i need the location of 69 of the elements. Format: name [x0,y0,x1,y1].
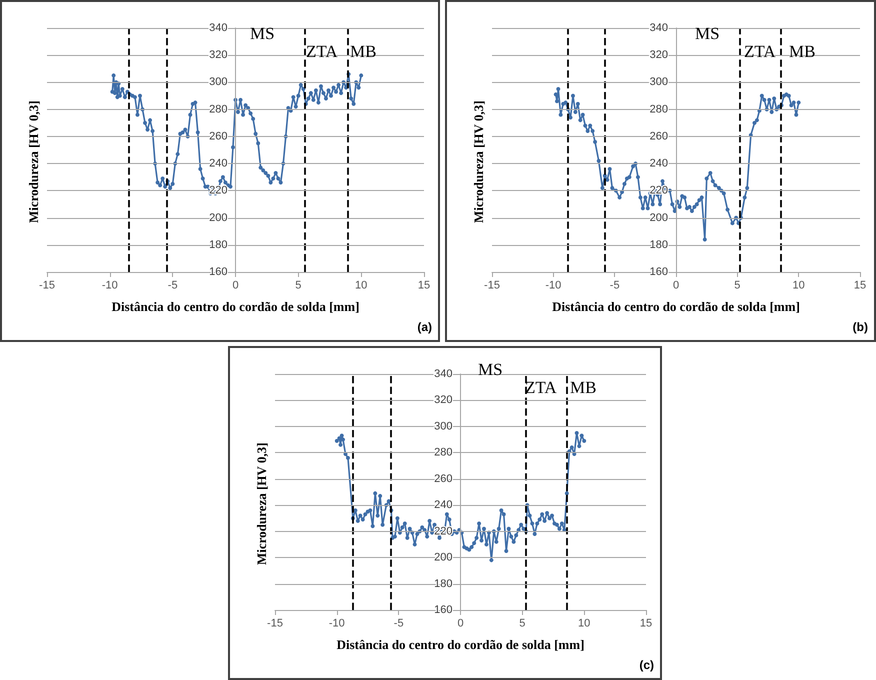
x-tick-label: 10 [355,280,368,292]
x-tick-label: 5 [295,280,302,292]
x-tick-label: -10 [545,280,562,292]
y-tick-label: 340 [650,22,668,34]
x-axis-title: Distância do centro do cordão de solda [mm] [112,299,360,314]
annotation: MS [250,24,275,44]
text: (a) [417,320,432,334]
y-tick-label: 260 [650,130,668,142]
x-axis-title: Distância do centro do cordão de solda [mm] [552,299,800,314]
y-tick-label: 340 [434,368,452,380]
y-tick-label: 200 [209,212,228,224]
text: (b) [852,320,868,334]
x-tick-label: 0 [232,280,239,292]
y-tick-label: 180 [434,578,452,590]
x-tick-label: -5 [168,280,178,292]
y-tick-label: 220 [209,184,228,197]
x-tick-label: -5 [610,280,620,292]
y-tick-label: 160 [209,266,228,278]
annotation: MS [695,24,720,44]
y-tick-label: 300 [434,420,452,432]
x-tick-label: 15 [418,280,430,292]
x-tick-label: -15 [39,280,55,292]
y-tick-label: 240 [650,158,668,170]
y-tick-label: 300 [650,76,668,88]
x-tick-label: 0 [457,618,464,630]
y-axis-title: Microdureza [HV 0,3] [471,100,487,223]
y-tick-label: 280 [209,103,228,116]
y-tick-label: 320 [209,49,228,62]
y-tick-label: 220 [434,525,452,538]
y-tick-label: 160 [434,604,452,616]
x-tick-label: -15 [267,618,283,630]
x-tick-label: 15 [854,280,866,292]
x-tick-label: 5 [734,280,740,292]
annotation: ZTA [306,42,338,62]
y-axis-title: Microdureza [HV 0,3] [254,442,270,565]
annotation: ZTA [744,42,776,62]
y-tick-label: 180 [209,238,228,251]
y-tick-label: 300 [209,76,228,88]
y-tick-label: 220 [650,184,668,197]
x-tick-label: -5 [394,618,404,630]
x-tick-label: -10 [328,618,345,630]
annotation: MB [789,42,816,62]
y-axis-title: Microdureza [HV 0,3] [26,100,42,223]
x-axis-title: Distância do centro do cordão de solda [mm] [336,637,584,652]
y-tick-label: 260 [434,472,452,485]
x-tick-label: 10 [792,280,805,292]
y-tick-label: 260 [209,130,228,142]
x-tick-label: 15 [640,618,652,630]
y-tick-label: 180 [650,238,668,251]
x-tick-label: 10 [578,618,590,630]
x-tick-label: -10 [102,280,118,292]
y-tick-label: 320 [434,394,452,406]
annotation: MB [350,42,376,62]
y-tick-label: 280 [650,103,668,116]
annotation: MB [570,378,596,398]
x-tick-label: 0 [672,280,680,292]
annotation: ZTA [525,378,557,398]
y-tick-label: 200 [434,552,452,564]
y-tick-label: 200 [650,212,668,224]
annotation: MS [478,360,503,380]
y-tick-label: 320 [650,49,668,62]
y-tick-label: 340 [209,22,228,34]
x-tick-label: -15 [484,280,500,292]
y-tick-label: 280 [434,446,452,459]
x-tick-label: 5 [519,618,526,630]
y-tick-label: 240 [434,499,452,512]
text: (c) [639,658,654,672]
y-tick-label: 240 [209,158,228,170]
y-tick-label: 160 [650,266,668,278]
